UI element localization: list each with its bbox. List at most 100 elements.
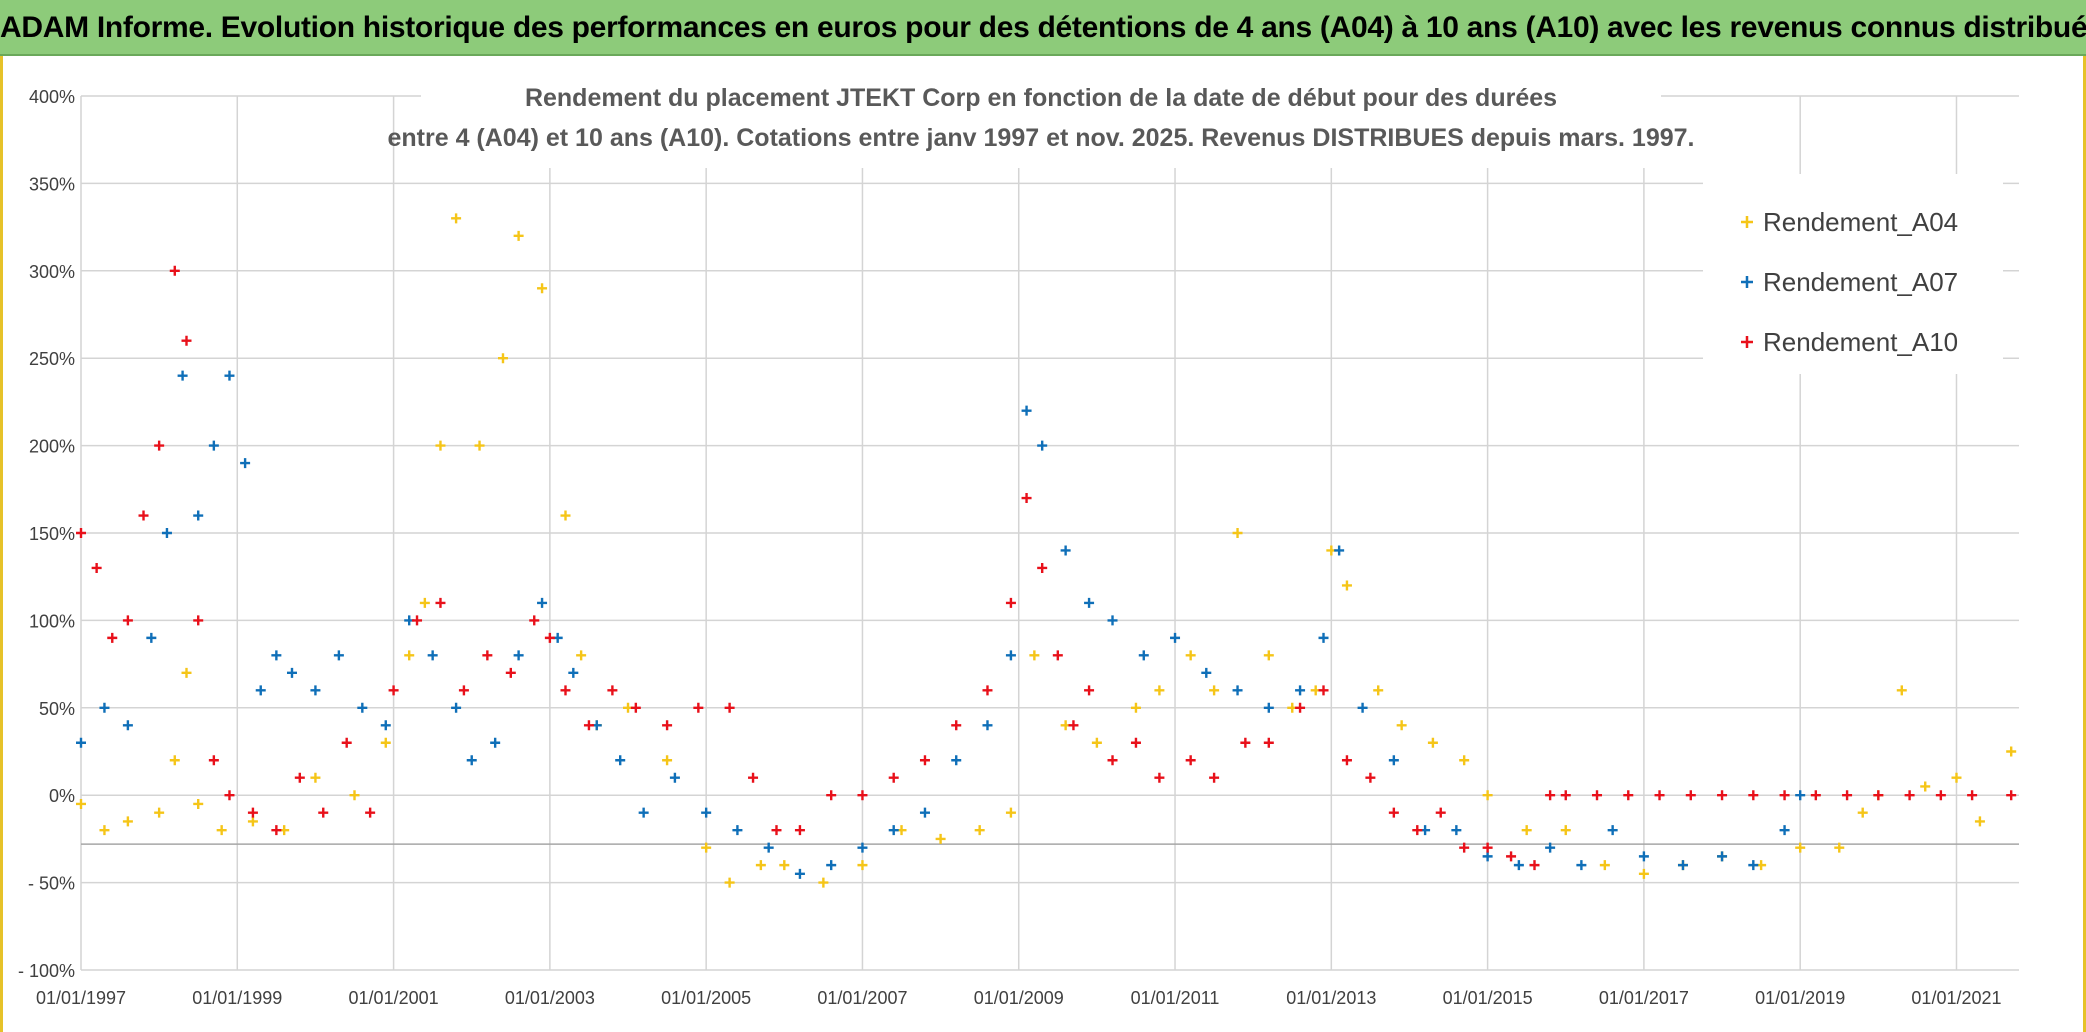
rendement-a10-point: [388, 685, 399, 696]
x-tick-label: 01/01/2019: [1755, 988, 1845, 1008]
rendement-a07-point: [161, 528, 172, 538]
rendement-a10-point: [748, 772, 759, 783]
rendement-a04-point: [1834, 842, 1845, 853]
rendement-a07-point: [1677, 860, 1688, 871]
rendement-a07-point: [1232, 685, 1243, 696]
rendement-a07-point: [615, 755, 626, 766]
rendement-a10-point: [482, 650, 493, 661]
rendement-a10-point: [107, 632, 118, 643]
rendement-a10-point: [1873, 790, 1884, 801]
rendement-a10-point: [1560, 790, 1571, 801]
y-tick-label: 250%: [29, 349, 75, 369]
rendement-a07-point: [193, 510, 204, 521]
rendement-a07-point: [1795, 790, 1806, 801]
y-tick-label: 400%: [29, 87, 75, 107]
rendement-a10-point: [1842, 790, 1853, 801]
rendement-a04-point: [724, 877, 735, 888]
rendement-a10-point: [982, 685, 993, 696]
rendement-a10-point: [1209, 772, 1220, 783]
legend-background: [1703, 174, 2003, 374]
rendement-a10-point: [1365, 772, 1376, 783]
rendement-a10-point: [1068, 720, 1079, 731]
rendement-a10-point: [888, 772, 899, 783]
rendement-a10-point: [154, 440, 165, 451]
rendement-a10-point: [529, 615, 540, 626]
rendement-a07-points: [76, 370, 1806, 879]
rendement-a04-point: [1560, 825, 1571, 836]
rendement-a10-point: [826, 790, 837, 801]
rendement-a04-point: [1091, 737, 1102, 748]
rendement-a10-point: [224, 790, 235, 801]
rendement-a10-point: [1810, 790, 1821, 801]
rendement-a10-point: [771, 825, 782, 836]
rendement-a07-point: [357, 702, 368, 713]
rendement-a07-point: [380, 720, 391, 731]
rendement-a04-point: [818, 877, 829, 888]
rendement-a10-points: [76, 265, 2017, 871]
y-tick-label: 300%: [29, 262, 75, 282]
rendement-a04-point: [349, 790, 360, 801]
rendement-a04-point: [216, 825, 227, 836]
rendement-a07-point: [286, 667, 297, 678]
rendement-a07-point: [333, 650, 344, 661]
rendement-a07-point: [857, 842, 868, 853]
rendement-a10-point: [412, 615, 423, 626]
rendement-a10-point: [1295, 702, 1306, 713]
rendement-a04-point: [435, 440, 446, 451]
rendement-a10-point: [857, 790, 868, 801]
rendement-a07-point: [177, 370, 188, 381]
rendement-a04-point: [169, 755, 180, 766]
rendement-a10-point: [1388, 807, 1399, 818]
rendement-a07-point: [1021, 405, 1032, 416]
x-axis-ticks: 01/01/1997 01/01/1999 01/01/2001 01/01/2003…: [36, 988, 2002, 1008]
data-points: [76, 213, 2017, 888]
rendement-a10-point: [1021, 493, 1032, 504]
rendement-a07-point: [1388, 755, 1399, 766]
rendement-a04-point: [451, 213, 462, 224]
legend-marker: [1741, 276, 1753, 288]
x-tick-label: 01/01/2005: [661, 988, 751, 1008]
rendement-a04-point: [1232, 528, 1243, 538]
x-tick-label: 01/01/2009: [974, 988, 1064, 1008]
rendement-a07-point: [1037, 440, 1048, 451]
rendement-a10-point: [1529, 860, 1540, 871]
rendement-a10-point: [583, 720, 594, 731]
rendement-a10-point: [1318, 685, 1329, 696]
rendement-a10-point: [1263, 737, 1274, 748]
rendement-a04-point: [1974, 816, 1985, 827]
y-axis-ticks: 400% 350% 300% 250% 200% 150% 100% 50% 0% - 50% - …: [18, 87, 75, 981]
rendement-a07-point: [1779, 825, 1790, 836]
rendement-a04-point: [1857, 807, 1868, 818]
y-tick-label: 350%: [29, 174, 75, 194]
rendement-a04-point: [537, 283, 548, 294]
rendement-a10-point: [544, 632, 555, 643]
rendement-a10-point: [341, 737, 352, 748]
rendement-a07-point: [1170, 632, 1181, 643]
rendement-a07-point: [224, 370, 235, 381]
rendement-a07-point: [951, 755, 962, 766]
rendement-a04-point: [513, 230, 524, 241]
rendement-a10-point: [1717, 790, 1728, 801]
rendement-a04-point: [247, 816, 258, 827]
rendement-a07-point: [1607, 825, 1618, 836]
y-tick-label: 50%: [39, 699, 75, 719]
title-background: [421, 64, 1661, 168]
rendement-a10-point: [1904, 790, 1915, 801]
rendement-a04-point: [1521, 825, 1532, 836]
rendement-a10-point: [76, 528, 86, 538]
rendement-a10-point: [1185, 755, 1196, 766]
rendement-a04-point: [560, 510, 571, 521]
rendement-a04-point: [122, 816, 133, 827]
rendement-a04-point: [974, 825, 985, 836]
rendement-a07-point: [1005, 650, 1016, 661]
rendement-a07-point: [513, 650, 524, 661]
rendement-a04-point: [380, 737, 391, 748]
rendement-a04-point: [1209, 685, 1220, 696]
rendement-a07-point: [1334, 545, 1345, 556]
rendement-a07-point: [537, 597, 548, 608]
rendement-a10-point: [1748, 790, 1759, 801]
rendement-a10-point: [294, 772, 305, 783]
rendement-a10-point: [181, 335, 192, 346]
rendement-a07-point: [1295, 685, 1306, 696]
rendement-a10-point: [1545, 790, 1556, 801]
